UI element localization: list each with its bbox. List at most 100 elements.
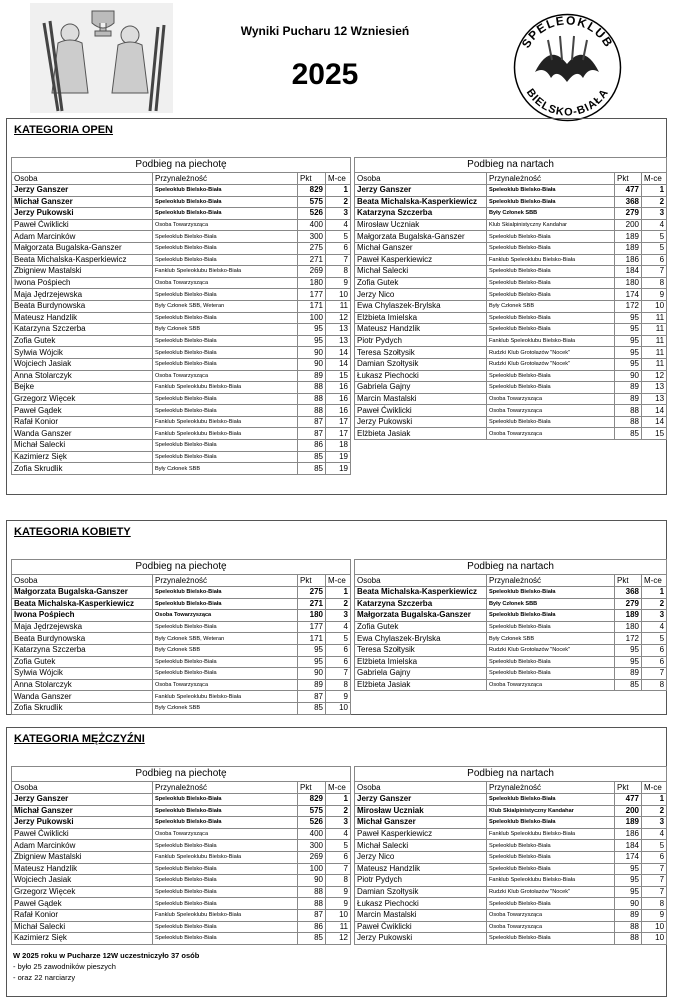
person: Mateusz Handzlik xyxy=(11,311,153,325)
affiliation: Speleoklub Bielsko-Biała xyxy=(486,862,615,876)
points: 89 xyxy=(614,381,642,394)
person: Marcin Mastalski xyxy=(354,908,487,922)
points: 88 xyxy=(297,897,326,910)
points: 275 xyxy=(297,586,326,599)
column-header: M-ce xyxy=(640,172,668,185)
person: Piotr Pydych xyxy=(354,874,487,887)
result-row: Beata Burdynowska Były Członek SBB, Weter… xyxy=(11,299,351,313)
affiliation: Speleoklub Bielsko-Biała xyxy=(152,655,298,669)
affiliation: Fanklub Speleoklubu Bielsko-Biała xyxy=(486,827,615,841)
person: Łukasz Piechocki xyxy=(354,897,487,910)
person: Elżbieta Jasiak xyxy=(354,427,487,441)
person: Mirosław Uczniak xyxy=(354,804,487,818)
place: 2 xyxy=(325,195,351,209)
affiliation: Osoba Towarzysząca xyxy=(152,678,298,692)
affiliation: Speleoklub Bielsko-Biała xyxy=(486,415,615,429)
place: 16 xyxy=(325,381,351,394)
place: 4 xyxy=(325,218,351,232)
affiliation: Speleoklub Bielsko-Biała xyxy=(486,230,615,243)
points: 90 xyxy=(614,897,642,910)
person: Beata Michalska-Kasperkiewicz xyxy=(354,586,487,599)
affiliation: Speleoklub Bielsko-Biała xyxy=(152,334,298,348)
result-row: Gabriela Gajny Speleoklub Bielsko-Biała 89… xyxy=(354,667,668,680)
result-row: Katarzyna Szczerba Były Członek SBB 95 6 xyxy=(11,643,351,657)
person: Teresa Szołtysik xyxy=(354,643,487,657)
result-row: Małgorzata Bugalska-Ganszer Speleoklub Bi… xyxy=(11,241,351,255)
points: 271 xyxy=(297,597,326,611)
affiliation: Speleoklub Bielsko-Biała xyxy=(152,230,298,243)
result-row: Beata Michalska-Kasperkiewicz Speleoklub … xyxy=(11,597,351,611)
affiliation: Speleoklub Bielsko-Biała xyxy=(486,311,615,325)
affiliation: Fanklub Speleoklubu Bielsko-Biała xyxy=(152,908,298,922)
affiliation: Speleoklub Bielsko-Biała xyxy=(152,885,298,899)
person: Mateusz Handzlik xyxy=(354,323,487,336)
result-row: Beata Michalska-Kasperkiewicz Speleoklub … xyxy=(354,195,668,209)
result-row: Damian Szołtysik Rudzki Klub Grotołazów "… xyxy=(354,357,668,371)
points: 95 xyxy=(297,643,326,657)
place: 7 xyxy=(325,667,351,680)
summary: W 2025 roku w Pucharze 12W uczestniczyło… xyxy=(13,950,199,983)
place: 3 xyxy=(325,816,351,829)
person: Zbigniew Mastalski xyxy=(11,850,153,864)
person: Michał Ganszer xyxy=(354,241,487,255)
points: 172 xyxy=(614,299,642,313)
affiliation: Osoba Towarzysząca xyxy=(486,427,615,441)
place: 4 xyxy=(640,620,668,634)
result-row: Michał Ganszer Speleoklub Bielsko-Biała 18… xyxy=(354,816,668,829)
result-row: Jerzy Pukowski Speleoklub Bielsko-Biała 88… xyxy=(354,415,668,429)
place: 19 xyxy=(325,462,351,475)
person: Rafał Konior xyxy=(11,908,153,922)
place: 6 xyxy=(640,850,668,864)
points: 88 xyxy=(614,920,642,934)
person: Anna Stolarczyk xyxy=(11,678,153,692)
person: Mateusz Handzlik xyxy=(11,862,153,876)
person: Paweł Ćwiklicki xyxy=(354,920,487,934)
points: 100 xyxy=(297,862,326,876)
person: Marcin Mastalski xyxy=(354,392,487,406)
affiliation: Speleoklub Bielsko-Biała xyxy=(152,184,298,197)
affiliation: Speleoklub Bielsko-Biała xyxy=(152,311,298,325)
table-title-row: Podbieg na nartach xyxy=(353,559,668,575)
header-row: Osoba Przynależność Pkt M-ce xyxy=(354,172,668,185)
place: 9 xyxy=(325,897,351,910)
table-title: Podbieg na nartach xyxy=(353,157,668,173)
person: Beata Burdynowska xyxy=(11,299,153,313)
affiliation: Speleoklub Bielsko-Biała xyxy=(152,404,298,417)
affiliation: Speleoklub Bielsko-Biała xyxy=(152,862,298,876)
person: Beata Michalska-Kasperkiewicz xyxy=(11,597,153,611)
person: Gabriela Gajny xyxy=(354,667,487,680)
place: 6 xyxy=(640,253,668,267)
points: 90 xyxy=(297,874,326,887)
points: 180 xyxy=(614,276,642,290)
column-header: Przynależność xyxy=(152,781,298,794)
place: 8 xyxy=(640,897,668,910)
affiliation: Speleoklub Bielsko-Biała xyxy=(486,288,615,301)
person: Maja Jędrzejewska xyxy=(11,620,153,634)
club-logo: SPELEOKLUB BIELSKO-BIAŁA xyxy=(513,13,622,122)
affiliation: Rudzki Klub Grotołazów "Nocek" xyxy=(486,643,615,657)
result-row: Małgorzata Bugalska-Ganszer Speleoklub Bi… xyxy=(354,609,668,622)
place: 18 xyxy=(325,439,351,452)
place: 9 xyxy=(640,288,668,301)
person: Zbigniew Mastalski xyxy=(11,265,153,278)
person: Jerzy Pukowski xyxy=(11,207,153,220)
results-table: Podbieg na piechotę Osoba Przynależność Pkt… xyxy=(11,157,351,475)
points: 186 xyxy=(614,253,642,267)
points: 829 xyxy=(297,793,326,806)
points: 95 xyxy=(614,643,642,657)
points: 88 xyxy=(297,404,326,417)
place: 16 xyxy=(325,404,351,417)
person: Kazimierz Sięk xyxy=(11,450,153,464)
affiliation: Speleoklub Bielsko-Biała xyxy=(152,793,298,806)
points: 279 xyxy=(614,597,642,611)
result-row: Łukasz Piechocki Speleoklub Bielsko-Biała… xyxy=(354,897,668,910)
column-header: Przynależność xyxy=(486,172,615,185)
affiliation: Speleoklub Bielsko-Biała xyxy=(152,357,298,371)
result-row: Michał Ganszer Speleoklub Bielsko-Biała 57… xyxy=(11,195,351,209)
points: 200 xyxy=(614,218,642,232)
result-row: Mateusz Handzlik Speleoklub Bielsko-Biała… xyxy=(11,311,351,325)
result-row: Anna Stolarczyk Osoba Towarzysząca 89 8 xyxy=(11,678,351,692)
header-row: Osoba Przynależność Pkt M-ce xyxy=(11,172,351,185)
points: 89 xyxy=(614,392,642,406)
